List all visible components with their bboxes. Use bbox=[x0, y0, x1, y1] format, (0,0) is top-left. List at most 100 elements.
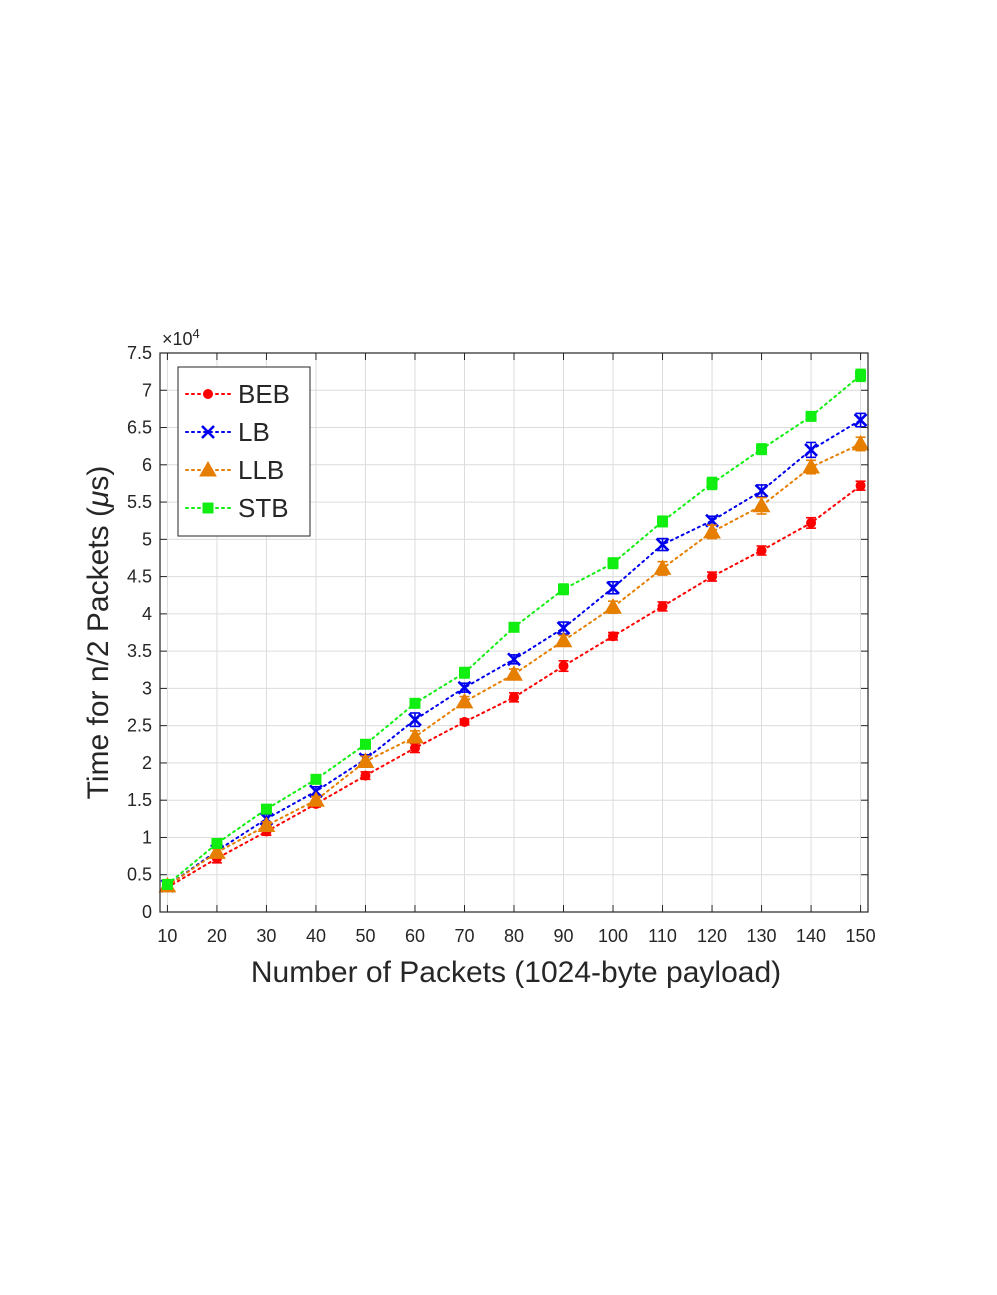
legend-label: BEB bbox=[238, 379, 290, 409]
data-point bbox=[457, 680, 472, 695]
data-point bbox=[257, 816, 276, 833]
data-point bbox=[855, 369, 867, 381]
x-tick-label: 120 bbox=[697, 926, 727, 946]
data-point bbox=[208, 843, 226, 859]
data-point bbox=[556, 621, 571, 635]
data-point bbox=[359, 738, 371, 750]
data-point bbox=[806, 517, 817, 528]
y-tick-label: 3 bbox=[142, 678, 152, 698]
legend: BEB LB LLB STB bbox=[177, 366, 311, 537]
tick-layer: 10 20 30 40 50 60 70 80 90 100 110 120 130 140 150 0 0.5… bbox=[127, 343, 876, 946]
y-axis-label-prefix: Time for n/2 Packets ( bbox=[82, 507, 115, 799]
data-point bbox=[310, 773, 322, 785]
data-point bbox=[853, 413, 868, 427]
data-point bbox=[509, 692, 519, 703]
x-marker-stroke bbox=[201, 425, 215, 439]
y-axis-label-mu: μ bbox=[82, 491, 115, 508]
y-tick-label: 2 bbox=[142, 753, 152, 773]
x-tick-label: 150 bbox=[846, 926, 876, 946]
data-point bbox=[657, 515, 669, 527]
x-marker-stroke bbox=[655, 537, 670, 552]
data-point bbox=[655, 537, 670, 552]
data-point bbox=[507, 652, 521, 667]
data-point bbox=[707, 571, 718, 582]
legend-marker bbox=[199, 460, 217, 477]
x-tick-label: 30 bbox=[256, 926, 276, 946]
x-marker-stroke bbox=[804, 442, 818, 457]
legend-entry-llb: LLB bbox=[185, 455, 284, 485]
legend-label: LLB bbox=[238, 455, 284, 485]
x-marker-stroke bbox=[457, 680, 472, 695]
data-point bbox=[508, 621, 520, 633]
x-marker-stroke bbox=[754, 483, 769, 498]
x-tick-label: 130 bbox=[747, 926, 777, 946]
y-axis-exponent: ×104 bbox=[162, 326, 200, 350]
y-tick-label: 7 bbox=[142, 380, 152, 400]
data-point bbox=[802, 458, 820, 474]
data-point bbox=[851, 434, 870, 451]
y-exponent-base: ×10 bbox=[162, 329, 193, 349]
data-point bbox=[409, 743, 420, 754]
data-point bbox=[558, 661, 569, 672]
y-tick-label: 4 bbox=[142, 604, 152, 624]
legend-entry-stb: STB bbox=[185, 493, 289, 523]
data-point bbox=[855, 480, 866, 491]
x-marker-stroke bbox=[606, 580, 620, 595]
data-point bbox=[653, 559, 672, 575]
data-point bbox=[211, 837, 223, 849]
x-axis-label: Number of Packets (1024-byte payload) bbox=[251, 956, 781, 989]
x-tick-label: 70 bbox=[454, 926, 474, 946]
data-point bbox=[608, 631, 619, 642]
data-point bbox=[657, 601, 668, 612]
data-point bbox=[706, 477, 718, 489]
x-marker-stroke bbox=[853, 413, 868, 427]
data-point bbox=[260, 803, 272, 815]
data-point bbox=[606, 580, 620, 595]
data-point bbox=[459, 716, 470, 727]
x-tick-label: 50 bbox=[355, 926, 375, 946]
x-marker-stroke bbox=[507, 652, 521, 667]
y-tick-label: 4.5 bbox=[127, 567, 152, 587]
x-marker-stroke bbox=[408, 712, 422, 727]
y-tick-label: 7.5 bbox=[127, 343, 152, 363]
data-point bbox=[505, 665, 523, 681]
data-point bbox=[804, 442, 818, 457]
data-point bbox=[356, 752, 375, 768]
legend-label: LB bbox=[238, 417, 270, 447]
data-point bbox=[604, 598, 622, 614]
data-point bbox=[161, 878, 173, 890]
data-point bbox=[554, 631, 573, 648]
y-tick-label: 1.5 bbox=[127, 790, 152, 810]
data-point bbox=[703, 522, 721, 539]
legend-entry-beb: BEB bbox=[185, 379, 290, 409]
data-point bbox=[406, 727, 424, 744]
y-tick-label: 5.5 bbox=[127, 492, 152, 512]
y-tick-label: 5 bbox=[142, 529, 152, 549]
data-point bbox=[805, 410, 817, 422]
x-tick-label: 40 bbox=[306, 926, 326, 946]
data-point bbox=[754, 483, 769, 498]
y-tick-label: 6 bbox=[142, 455, 152, 475]
x-tick-label: 140 bbox=[796, 926, 826, 946]
x-tick-label: 20 bbox=[207, 926, 227, 946]
x-tick-label: 10 bbox=[157, 926, 177, 946]
y-tick-label: 1 bbox=[142, 827, 152, 847]
x-tick-label: 110 bbox=[648, 926, 677, 946]
x-tick-label: 100 bbox=[598, 926, 628, 946]
data-point bbox=[307, 791, 325, 807]
data-point bbox=[455, 692, 474, 709]
data-point bbox=[360, 770, 371, 781]
legend-marker bbox=[201, 425, 215, 439]
legend-entry-lb: LB bbox=[185, 417, 270, 447]
legend-marker bbox=[203, 389, 213, 399]
data-point bbox=[558, 583, 570, 595]
series-layer bbox=[158, 368, 870, 893]
series-stb bbox=[161, 368, 867, 890]
x-tick-label: 60 bbox=[405, 926, 425, 946]
y-tick-label: 3.5 bbox=[127, 641, 152, 661]
data-point bbox=[607, 557, 619, 569]
y-axis-label: Time for n/2 Packets (μs) bbox=[82, 466, 115, 800]
y-tick-label: 0 bbox=[142, 902, 152, 922]
